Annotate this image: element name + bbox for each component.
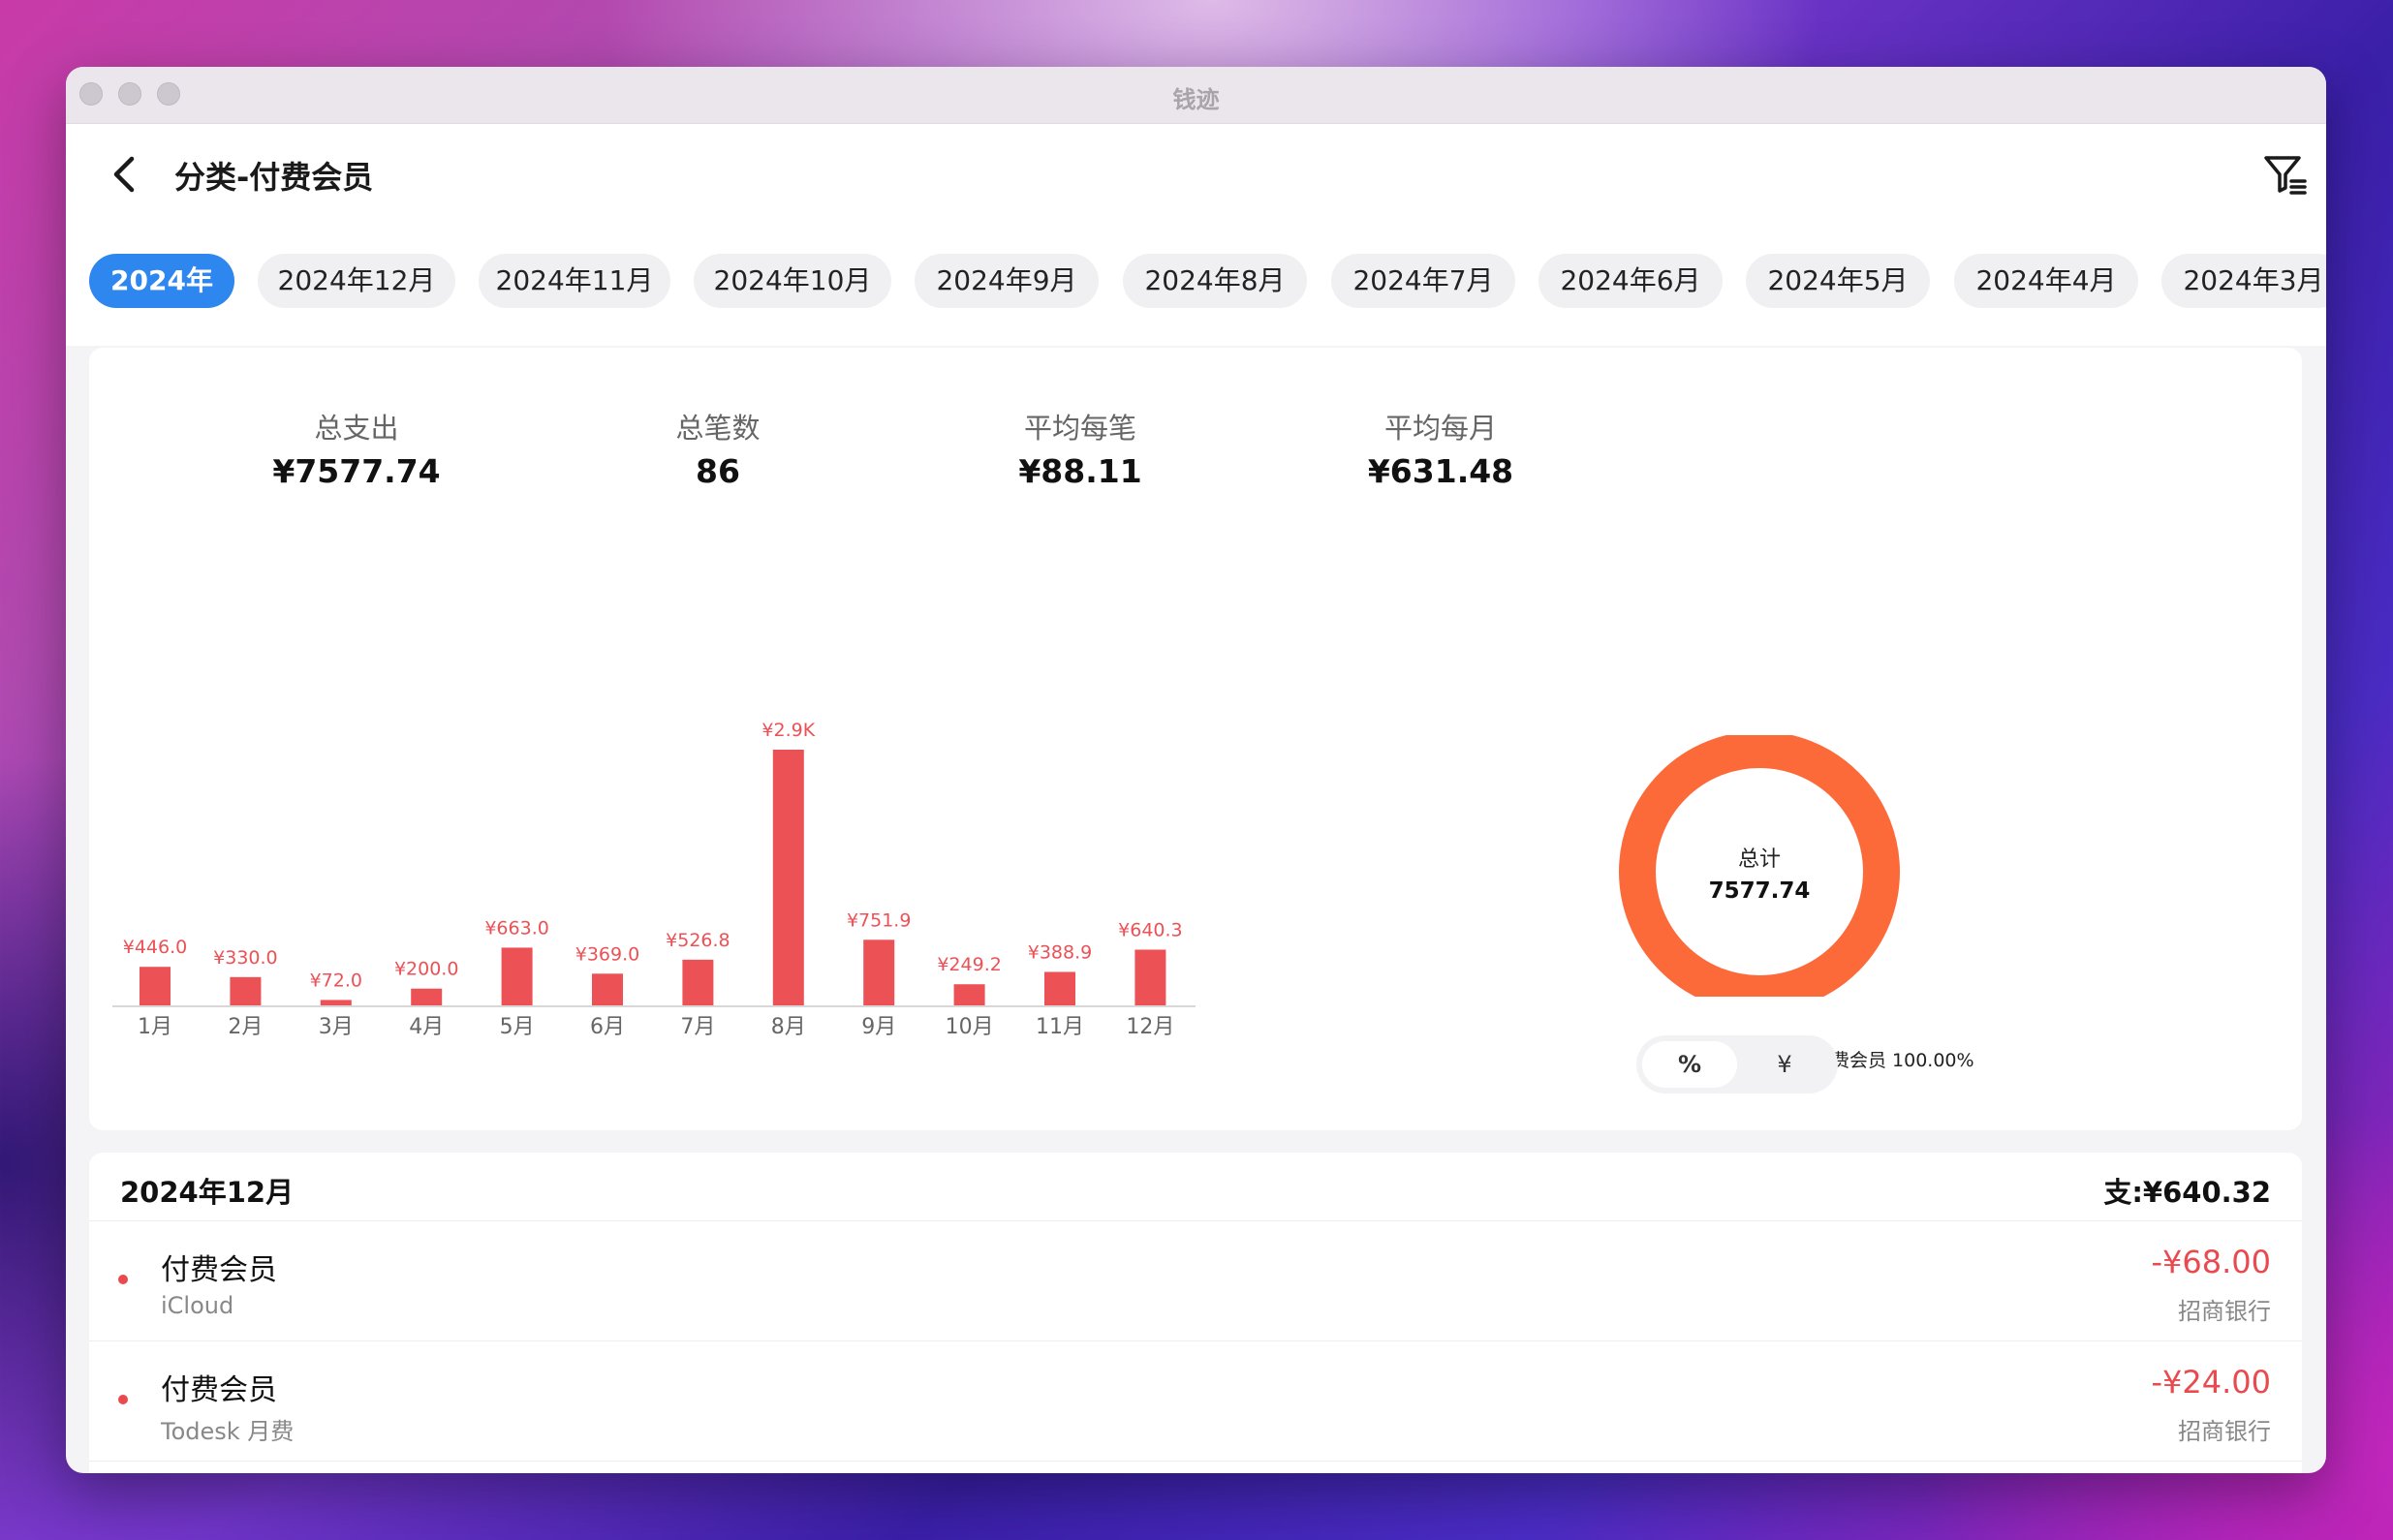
tab-2024-07[interactable]: 2024年7月 <box>1331 254 1515 308</box>
bar-5[interactable] <box>501 947 533 1006</box>
tab-2024-12[interactable]: 2024年12月 <box>258 254 455 308</box>
page-title: 分类-付费会员 <box>174 159 374 196</box>
x-tick-label: 10月 <box>946 1015 994 1039</box>
bar-1[interactable] <box>140 967 171 1006</box>
category-dot-icon <box>118 1275 128 1284</box>
stat-value: ¥631.48 <box>1367 452 1514 490</box>
tab-2024-05[interactable]: 2024年5月 <box>1746 254 1930 308</box>
bar-value-label: ¥526.8 <box>666 930 730 951</box>
bar-value-label: ¥200.0 <box>394 959 458 980</box>
donut-slice[interactable] <box>1619 735 1900 997</box>
back-arrow-icon[interactable] <box>105 153 147 196</box>
window-title: 钱迹 <box>1172 86 1220 113</box>
x-tick-label: 11月 <box>1036 1015 1084 1039</box>
bar-11[interactable] <box>1044 971 1075 1006</box>
bar-value-label: ¥369.0 <box>575 943 639 965</box>
x-tick-label: 5月 <box>500 1015 535 1039</box>
value-mode-toggle: % ¥ <box>1636 1035 1838 1093</box>
stat-label: 平均每月 <box>1383 412 1497 445</box>
donut-center-value: 7577.74 <box>1709 878 1811 904</box>
transaction-account: 招商银行 <box>2178 1298 2271 1325</box>
x-tick-label: 1月 <box>138 1015 172 1039</box>
minimize-window-button[interactable] <box>118 82 141 106</box>
bar-value-label: ¥330.0 <box>213 947 277 969</box>
tab-2024-03[interactable]: 2024年3月 <box>2161 254 2326 308</box>
bar-10[interactable] <box>953 984 985 1006</box>
bar-6[interactable] <box>592 973 623 1006</box>
bar-value-label: ¥446.0 <box>123 937 187 958</box>
bar-3[interactable] <box>320 1000 352 1006</box>
transaction-row[interactable]: 付费会员 iCloud -¥68.00 招商银行 <box>89 1220 2302 1341</box>
transaction-category: 付费会员 <box>161 1253 277 1287</box>
donut-legend-label: 付费会员 100.00% <box>1813 1050 1974 1071</box>
x-tick-label: 4月 <box>409 1015 444 1039</box>
tab-2024[interactable]: 2024年 <box>89 254 234 308</box>
percent-mode-button[interactable]: % <box>1642 1041 1737 1088</box>
transaction-note: Todesk 月费 <box>161 1418 295 1445</box>
statistics-card: 总支出 ¥7577.74 总笔数 86 平均每笔 ¥88.11 平均每月 ¥63… <box>89 348 2302 1130</box>
bar-value-label: ¥388.9 <box>1028 941 1092 963</box>
amount-mode-button[interactable]: ¥ <box>1777 1051 1792 1078</box>
tab-2024-11[interactable]: 2024年11月 <box>479 254 670 308</box>
bar-value-label: ¥72.0 <box>310 970 362 991</box>
tab-2024-09[interactable]: 2024年9月 <box>915 254 1099 308</box>
stat-count: 总笔数 86 <box>573 406 863 490</box>
transaction-amount: -¥68.00 <box>2151 1244 2271 1280</box>
x-tick-label: 12月 <box>1126 1015 1174 1039</box>
summary-stats: 总支出 ¥7577.74 总笔数 86 平均每笔 ¥88.11 平均每月 ¥63… <box>89 406 1639 503</box>
donut-center-label: 总计 <box>1738 847 1781 872</box>
bar-7[interactable] <box>682 959 714 1006</box>
stat-label: 总支出 <box>314 412 399 445</box>
zoom-window-button[interactable] <box>157 82 180 106</box>
stat-value: ¥88.11 <box>1018 452 1142 490</box>
title-bar: 钱迹 <box>66 67 2326 124</box>
x-tick-label: 8月 <box>771 1015 806 1039</box>
bar-value-label: ¥663.0 <box>484 917 548 939</box>
transaction-category: 付费会员 <box>161 1373 277 1407</box>
x-tick-label: 3月 <box>319 1015 354 1039</box>
bar-value-label: ¥249.2 <box>937 954 1001 975</box>
stat-label: 平均每笔 <box>1023 412 1136 445</box>
stat-value: 86 <box>696 452 740 490</box>
bar-value-label: ¥640.3 <box>1118 919 1182 940</box>
stat-label: 总笔数 <box>675 412 761 445</box>
stat-total-expense: 总支出 ¥7577.74 <box>211 406 502 490</box>
close-window-button[interactable] <box>79 82 103 106</box>
category-dot-icon <box>118 1395 128 1404</box>
transaction-row[interactable]: 付费会员 Todesk 月费 -¥24.00 招商银行 <box>89 1340 2302 1462</box>
bar-value-label: ¥2.9K <box>761 720 815 741</box>
x-tick-label: 9月 <box>861 1015 896 1039</box>
x-tick-label: 7月 <box>680 1015 715 1039</box>
bar-4[interactable] <box>411 988 443 1006</box>
stat-value: ¥7577.74 <box>272 452 441 490</box>
x-tick-label: 2月 <box>228 1015 263 1039</box>
transaction-list: 2024年12月 支:¥640.32 付费会员 iCloud -¥68.00 招… <box>89 1153 2302 1473</box>
bar-value-label: ¥751.9 <box>847 909 911 931</box>
list-group-total: 支:¥640.32 <box>2103 1176 2271 1209</box>
monthly-bar-chart: ¥446.0 1月 ¥330.0 2月 ¥72.0 3月 ¥200.0 4月 ¥663.0 5月 ¥… <box>112 720 1196 1039</box>
list-group-header: 2024年12月 支:¥640.32 <box>89 1153 2302 1221</box>
period-tabs: 2024年 2024年12月 2024年11月 2024年10月 2024年9月… <box>66 227 2326 346</box>
bar-9[interactable] <box>863 939 895 1006</box>
list-group-month: 2024年12月 <box>120 1176 295 1209</box>
x-tick-label: 6月 <box>590 1015 625 1039</box>
filter-icon[interactable] <box>2260 149 2309 198</box>
tab-2024-08[interactable]: 2024年8月 <box>1123 254 1307 308</box>
tab-2024-04[interactable]: 2024年4月 <box>1954 254 2138 308</box>
transaction-amount: -¥24.00 <box>2151 1364 2271 1401</box>
page-header: 分类-付费会员 <box>66 124 2326 227</box>
bar-8[interactable] <box>772 750 804 1006</box>
app-window: 钱迹 分类-付费会员 2024年 2024年12月 2024年11月 2024年… <box>66 67 2326 1473</box>
category-donut-chart: 总计 7577.74 付费会员 100.00% <box>1619 735 1900 997</box>
tab-2024-06[interactable]: 2024年6月 <box>1538 254 1723 308</box>
tab-2024-10[interactable]: 2024年10月 <box>694 254 891 308</box>
stat-average-per-month: 平均每月 ¥631.48 <box>1295 406 1586 490</box>
stat-average-per-item: 平均每笔 ¥88.11 <box>935 406 1226 490</box>
transaction-note: iCloud <box>161 1292 234 1319</box>
transaction-account: 招商银行 <box>2178 1418 2271 1445</box>
bar-12[interactable] <box>1134 949 1166 1006</box>
bar-2[interactable] <box>230 976 262 1006</box>
